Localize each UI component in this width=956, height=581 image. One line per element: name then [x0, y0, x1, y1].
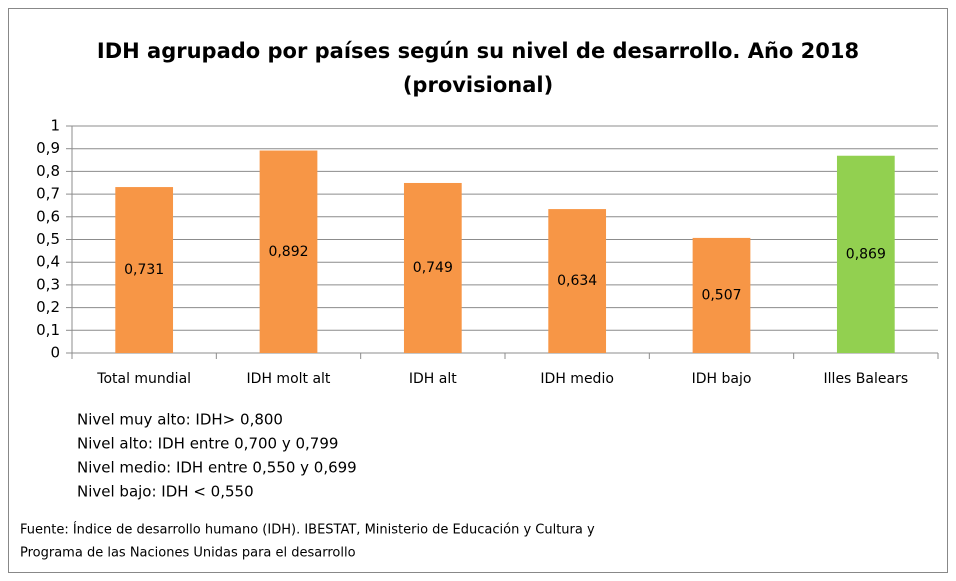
data-label: 0,869 — [846, 246, 886, 262]
x-tick-label: IDH bajo — [692, 371, 752, 387]
source: Programa de las Naciones Unidas para el … — [20, 546, 356, 561]
data-label: 0,634 — [557, 273, 597, 289]
y-tick-label: 0,8 — [36, 162, 60, 180]
chart-title: (provisional) — [403, 73, 553, 97]
x-tick-label: Illes Balears — [824, 371, 909, 387]
y-tick-label: 0,9 — [36, 139, 60, 157]
bar — [403, 182, 462, 353]
y-tick-label: 0,4 — [36, 253, 60, 271]
y-tick-label: 1 — [50, 117, 60, 135]
chart-title: IDH agrupado por países según su nivel d… — [97, 39, 859, 63]
x-tick-label: IDH molt alt — [247, 371, 331, 387]
note: Nivel medio: IDH entre 0,550 y 0,699 — [77, 459, 357, 477]
note: Nivel muy alto: IDH> 0,800 — [77, 411, 283, 429]
x-tick-label: IDH alt — [409, 371, 457, 387]
y-tick-label: 0,5 — [36, 230, 60, 248]
source: Fuente: Índice de desarrollo humano (IDH… — [20, 522, 595, 538]
bar — [548, 209, 607, 353]
data-label: 0,731 — [124, 262, 164, 278]
x-tick-label: IDH medio — [540, 371, 613, 387]
bar — [259, 150, 318, 353]
y-tick-label: 0,6 — [36, 207, 60, 225]
data-label: 0,749 — [413, 260, 453, 276]
y-tick-label: 0,1 — [36, 321, 60, 339]
bar — [115, 187, 174, 353]
data-label: 0,892 — [268, 244, 308, 260]
bar — [836, 155, 895, 353]
x-tick-label: Total mundial — [96, 371, 191, 387]
note: Nivel alto: IDH entre 0,700 y 0,799 — [77, 435, 338, 453]
y-tick-label: 0,7 — [36, 185, 60, 203]
y-tick-label: 0 — [50, 344, 60, 362]
y-tick-label: 0,3 — [36, 275, 60, 293]
note: Nivel bajo: IDH < 0,550 — [77, 483, 254, 501]
bar — [692, 237, 751, 353]
data-label: 0,507 — [701, 287, 741, 303]
y-tick-label: 0,2 — [36, 298, 60, 316]
